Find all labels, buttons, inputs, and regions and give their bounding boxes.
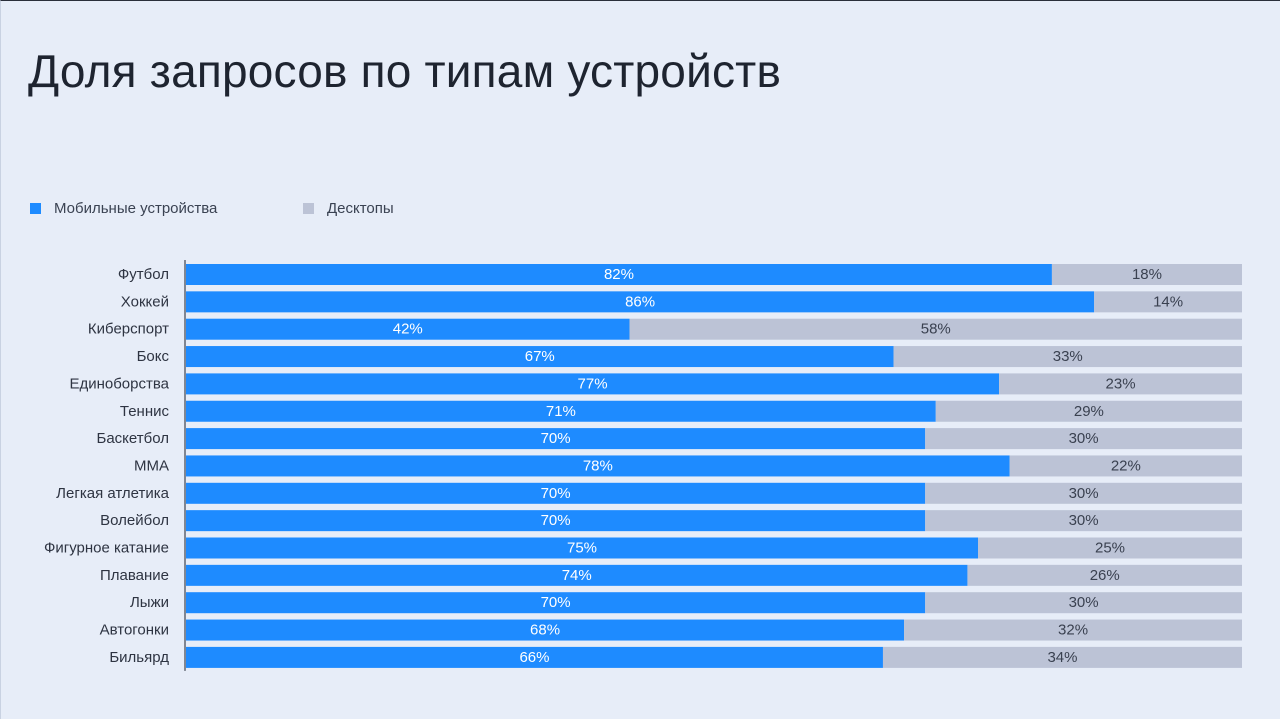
data-label-mobile: 77% [578,375,608,392]
bar-desktop [999,373,1242,395]
data-label-mobile: 42% [393,321,423,338]
bar-mobile [186,482,926,504]
bar-desktop [967,564,1242,586]
category-label: Киберспорт [88,321,169,338]
category-label: Футбол [118,266,169,283]
category-label: Бильярд [109,649,169,666]
data-label-mobile: 78% [583,457,613,474]
legend-item-mobile: Мобильные устройства [30,200,217,217]
page-title: Доля запросов по типам устройств [28,45,782,97]
bar-mobile [186,373,1000,395]
bar-mobile [186,619,905,641]
legend-item-desktop: Десктопы [303,200,394,217]
data-label-mobile: 82% [604,266,634,283]
category-label: Волейбол [100,512,169,529]
category-label: Бокс [137,348,170,365]
bar-mobile [186,592,926,614]
category-label: Лыжи [130,594,169,611]
data-label-desktop: 30% [1069,512,1099,529]
bar-mobile [186,400,936,422]
data-label-desktop: 25% [1095,540,1125,557]
bar-mobile [186,346,894,368]
bar-mobile [186,510,926,532]
category-label: Единоборства [69,375,169,392]
data-label-desktop: 22% [1111,457,1141,474]
bar-desktop [1094,291,1242,313]
data-label-mobile: 71% [546,403,576,420]
bar-desktop [925,592,1242,614]
bar-mobile [186,564,968,586]
data-label-mobile: 70% [541,594,571,611]
data-label-desktop: 34% [1047,649,1077,666]
legend-label-mobile: Мобильные устройства [54,200,218,217]
data-label-desktop: 58% [921,321,951,338]
bar-desktop [1051,264,1242,285]
data-label-mobile: 86% [625,293,655,310]
legend-swatch-mobile [30,203,41,214]
data-label-mobile: 70% [541,485,571,502]
bar-desktop [904,619,1242,641]
bar-mobile [186,318,630,340]
bar-desktop [1009,455,1242,477]
data-label-desktop: 30% [1069,594,1099,611]
data-label-desktop: 32% [1058,622,1088,639]
data-label-mobile: 74% [562,567,592,584]
bar-desktop [882,646,1242,668]
category-label: Баскетбол [97,430,170,447]
bar-desktop [925,510,1242,532]
bar-mobile [186,264,1052,285]
category-label: Хоккей [121,293,169,310]
bar-mobile [186,646,883,668]
data-label-desktop: 18% [1132,266,1162,283]
bar-mobile [186,537,978,559]
bar-desktop [978,537,1242,559]
category-label: Фигурное катание [44,540,169,557]
data-label-desktop: 30% [1069,485,1099,502]
category-label: Легкая атлетика [56,485,169,502]
category-label: Плавание [100,567,169,584]
bar-desktop [893,346,1242,368]
data-label-desktop: 33% [1053,348,1083,365]
data-label-desktop: 26% [1090,567,1120,584]
data-label-mobile: 66% [519,649,549,666]
data-label-mobile: 67% [525,348,555,365]
bar-desktop [925,482,1242,504]
data-label-mobile: 70% [541,430,571,447]
legend-label-desktop: Десктопы [327,200,394,217]
bar-desktop [925,428,1242,450]
data-label-mobile: 70% [541,512,571,529]
category-label: Теннис [120,403,170,420]
data-label-mobile: 68% [530,622,560,639]
category-label: MMA [134,457,169,474]
data-label-mobile: 75% [567,540,597,557]
data-label-desktop: 30% [1069,430,1099,447]
category-label: Автогонки [100,622,169,639]
bar-mobile [186,291,1095,313]
legend-swatch-desktop [303,203,314,214]
data-label-desktop: 14% [1153,293,1183,310]
bar-desktop [935,400,1242,422]
bar-mobile [186,428,926,450]
bar-desktop [629,318,1242,340]
data-label-desktop: 23% [1106,375,1136,392]
data-label-desktop: 29% [1074,403,1104,420]
bar-mobile [186,455,1010,477]
